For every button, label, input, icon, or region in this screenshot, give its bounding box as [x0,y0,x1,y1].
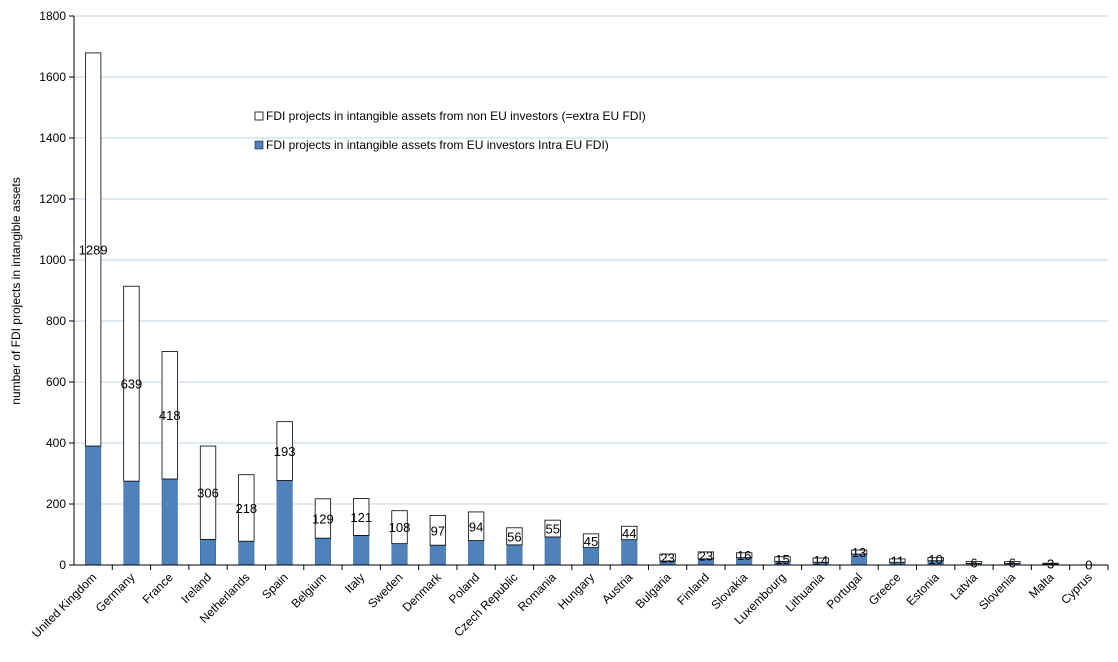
axes: 0 200 400 600 800 1000 1200 1400 1600 1800 United … [29,9,1108,641]
data-label-19: 14 [814,553,828,568]
data-label-23: 6 [970,556,977,571]
x-tick-label-23: Latvia [948,570,981,603]
x-tick-label-16: Finland [674,570,712,608]
x-tick-label-3: Ireland [178,570,214,606]
data-label-25: 3 [1047,557,1054,572]
y-tick-label: 800 [46,314,66,328]
data-label-17: 16 [737,548,751,563]
legend-label-eu: FDI projects in intangible assets from E… [266,138,609,152]
data-label-2: 418 [159,408,181,423]
data-label-18: 15 [775,552,789,567]
bar-eu-6 [315,538,331,565]
bar-eu-14 [622,540,638,565]
legend-swatch-eu [255,141,263,149]
legend-swatch-non-eu [255,112,263,120]
data-label-4: 218 [235,501,257,516]
data-label-21: 11 [891,554,905,569]
bars [85,53,1096,565]
data-label-6: 129 [312,511,334,526]
data-label-7: 121 [350,510,372,525]
y-tick-label: 1200 [39,192,66,206]
data-label-0: 1289 [79,242,108,257]
x-tick-label-7: Italy [342,570,367,595]
x-tick-label-22: Estonia [904,570,942,608]
bar-eu-11 [507,545,523,565]
x-tick-label-10: Poland [446,570,482,606]
data-label-14: 44 [622,526,636,541]
legend-label-non-eu: FDI projects in intangible assets from n… [266,109,646,123]
y-tick-label: 0 [59,558,66,572]
y-axis-title: number of FDI projects in intangible ass… [9,177,23,404]
data-label-15: 23 [660,551,674,566]
data-label-9: 97 [431,523,445,538]
bar-eu-3 [200,539,216,565]
x-tick-label-9: Denmark [400,570,445,615]
bar-eu-8 [392,544,408,565]
bar-eu-7 [353,535,369,565]
y-tick-label: 600 [46,375,66,389]
y-tick-label: 1000 [39,253,66,267]
x-tick-label-0: United Kingdom [29,570,99,640]
x-tick-label-26: Cyprus [1058,570,1095,607]
x-tick-label-5: Spain [259,570,291,602]
y-tick-label: 1400 [39,131,66,145]
bar-eu-10 [468,541,484,565]
x-tick-label-20: Portugal [824,570,866,612]
data-label-20: 13 [852,545,866,560]
x-tick-label-13: Hungary [555,570,597,612]
data-label-22: 10 [928,552,942,567]
x-tick-label-6: Belgium [288,570,329,611]
data-label-1: 639 [121,377,143,392]
x-tick-label-14: Austria [599,570,636,607]
x-tick-label-21: Greece [866,570,904,608]
data-label-5: 193 [274,444,296,459]
data-label-11: 56 [507,529,521,544]
data-label-3: 306 [197,486,219,501]
bar-eu-5 [277,481,293,565]
bar-eu-12 [545,537,561,565]
y-tick-label: 1800 [39,9,66,23]
x-tick-label-15: Bulgaria [633,570,674,611]
data-label-12: 55 [545,522,559,537]
gridlines [74,16,1108,504]
bar-eu-13 [583,548,599,565]
data-label-13: 45 [584,534,598,549]
data-label-8: 108 [389,520,411,535]
data-label-24: 6 [1009,556,1016,571]
bar-eu-9 [430,545,446,565]
x-tick-label-2: France [140,570,177,607]
data-label-16: 23 [699,548,713,563]
bar-eu-2 [162,479,178,565]
bar-eu-1 [124,481,140,565]
bar-eu-4 [239,541,255,565]
x-tick-label-25: Malta [1026,570,1057,601]
data-label-10: 94 [469,519,483,534]
bar-eu-0 [85,446,101,565]
y-tick-label: 200 [46,497,66,511]
x-tick-label-24: Slovenia [976,570,1019,613]
y-tick-label: 1600 [39,70,66,84]
data-label-26: 0 [1085,558,1092,573]
x-tick-label-12: Romania [515,570,559,614]
x-tick-label-1: Germany [93,570,138,615]
y-tick-label: 400 [46,436,66,450]
x-tick-label-19: Lithuania [783,570,828,615]
legend: FDI projects in intangible assets from n… [255,109,646,152]
